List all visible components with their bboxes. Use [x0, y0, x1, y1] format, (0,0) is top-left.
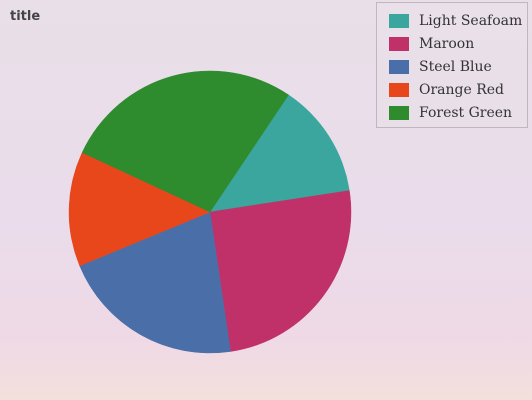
legend-label: Forest Green: [419, 105, 513, 121]
legend-swatch: [389, 14, 409, 28]
legend-item-steel-blue: Steel Blue: [389, 56, 492, 78]
legend-swatch: [389, 83, 409, 97]
pie-slice-maroon: [209, 190, 352, 352]
legend-item-forest-green: Forest Green: [389, 102, 512, 124]
pie-slice-light-seafoam: [209, 94, 350, 213]
legend-label: Steel Blue: [419, 59, 492, 75]
legend-item-orange-red: Orange Red: [389, 79, 504, 101]
legend-item-light-seafoam: Light Seafoam: [389, 10, 522, 32]
legend-label: Light Seafoam: [419, 13, 523, 29]
legend: Light Seafoam Maroon Steel Blue Orange Red F…: [376, 2, 528, 128]
pie-slice-steel-blue: [79, 211, 231, 354]
chart-title: title: [10, 9, 41, 24]
legend-swatch: [389, 60, 409, 74]
legend-label: Maroon: [419, 36, 475, 52]
pie-slice-orange-red: [68, 152, 211, 267]
legend-item-maroon: Maroon: [389, 33, 474, 55]
legend-label: Orange Red: [419, 82, 505, 98]
legend-swatch: [389, 37, 409, 51]
legend-swatch: [389, 106, 409, 120]
pie-slice-forest-green: [81, 70, 289, 213]
